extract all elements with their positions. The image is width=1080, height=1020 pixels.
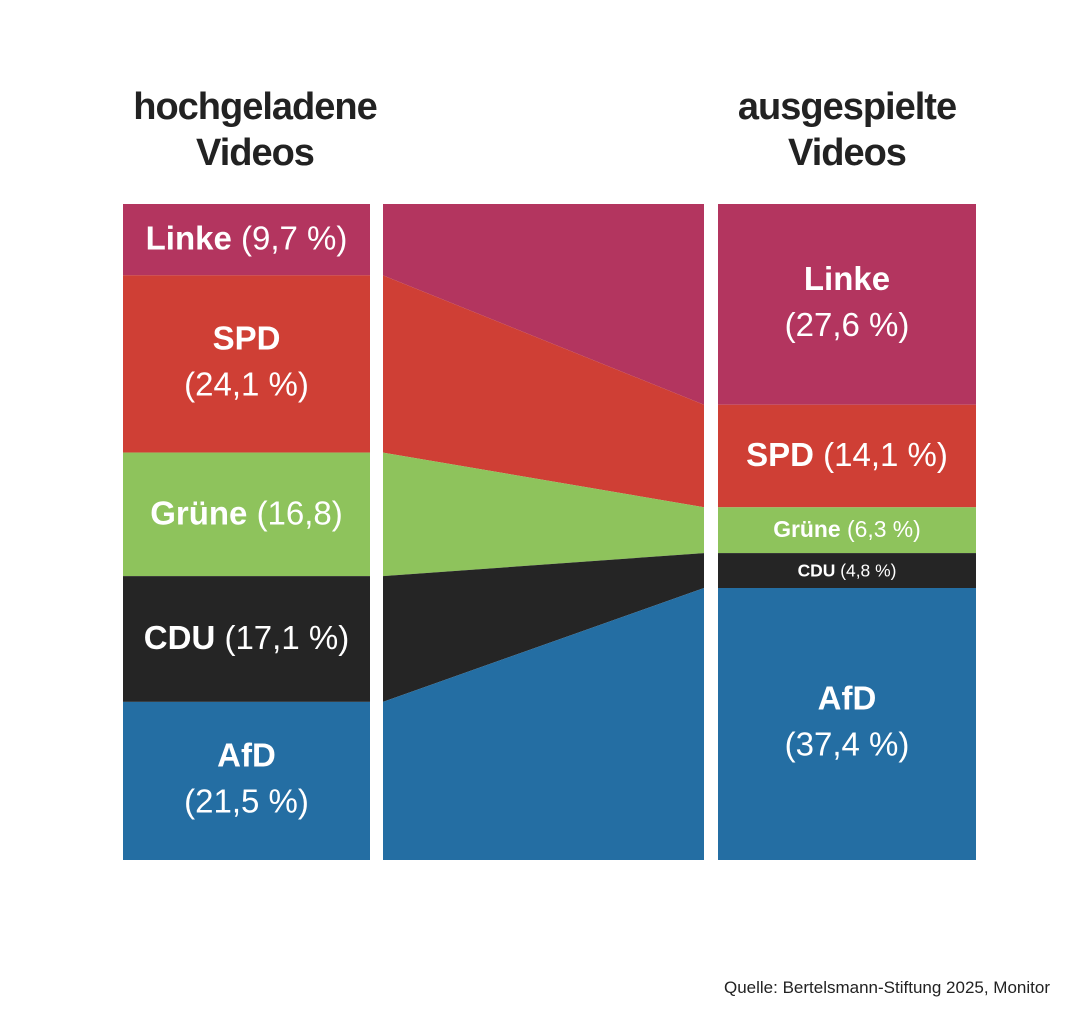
segment-value: (17,1 %) (224, 619, 349, 656)
segment (718, 204, 976, 405)
segment-value: (4,8 %) (840, 560, 896, 580)
segment-value: (16,8) (257, 494, 343, 531)
segment-label: CDU (17,1 %) (144, 619, 349, 656)
segment-name: Linke (146, 219, 232, 256)
segment-label: Grüne (16,8) (150, 494, 343, 531)
segment-value: (24,1 %) (184, 366, 309, 403)
segment (123, 452, 370, 577)
column-title: hochgeladene Videos (133, 86, 378, 174)
flow-band (383, 588, 704, 860)
flow-band (383, 275, 704, 508)
segment (718, 507, 976, 554)
segment-label: Grüne (6,3 %) (773, 516, 921, 542)
segment-name: CDU (798, 560, 836, 580)
segment-name: Linke (804, 260, 890, 297)
segment-label: CDU (4,8 %) (798, 560, 897, 580)
flow-band (383, 452, 704, 577)
segment-name: SPD (746, 436, 814, 473)
segment-value: (6,3 %) (847, 516, 921, 542)
segment-value: (14,1 %) (823, 436, 948, 473)
segment (123, 701, 370, 860)
segment-name: Grüne (150, 494, 247, 531)
segment-value: (37,4 %) (785, 726, 910, 763)
segment (718, 588, 976, 860)
segment (123, 275, 370, 453)
flow-band (383, 204, 704, 405)
segment-name: SPD (213, 320, 281, 357)
segment (123, 204, 370, 276)
segment (718, 553, 976, 588)
segment (718, 404, 976, 508)
segment-value: (21,5 %) (184, 783, 309, 820)
segment-label: Linke (9,7 %) (146, 219, 348, 256)
segment-name: Grüne (773, 516, 840, 542)
segment-name: AfD (818, 680, 877, 717)
column-title: ausgespielte Videos (737, 86, 957, 174)
segment-name: AfD (217, 737, 276, 774)
segment-value: (9,7 %) (241, 219, 347, 256)
segment-value: (27,6 %) (785, 306, 910, 343)
segment-label: SPD (14,1 %) (746, 436, 948, 473)
segment-name: CDU (144, 619, 216, 656)
source: Quelle: Bertelsmann-Stiftung 2025, Monit… (723, 978, 1050, 997)
flow-band (383, 553, 704, 702)
segment (123, 576, 370, 702)
